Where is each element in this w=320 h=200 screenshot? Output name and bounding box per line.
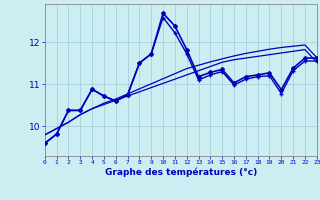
X-axis label: Graphe des températures (°c): Graphe des températures (°c) [105, 168, 257, 177]
